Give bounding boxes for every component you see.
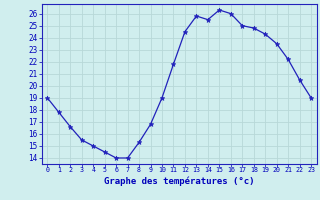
X-axis label: Graphe des températures (°c): Graphe des températures (°c) bbox=[104, 176, 254, 186]
